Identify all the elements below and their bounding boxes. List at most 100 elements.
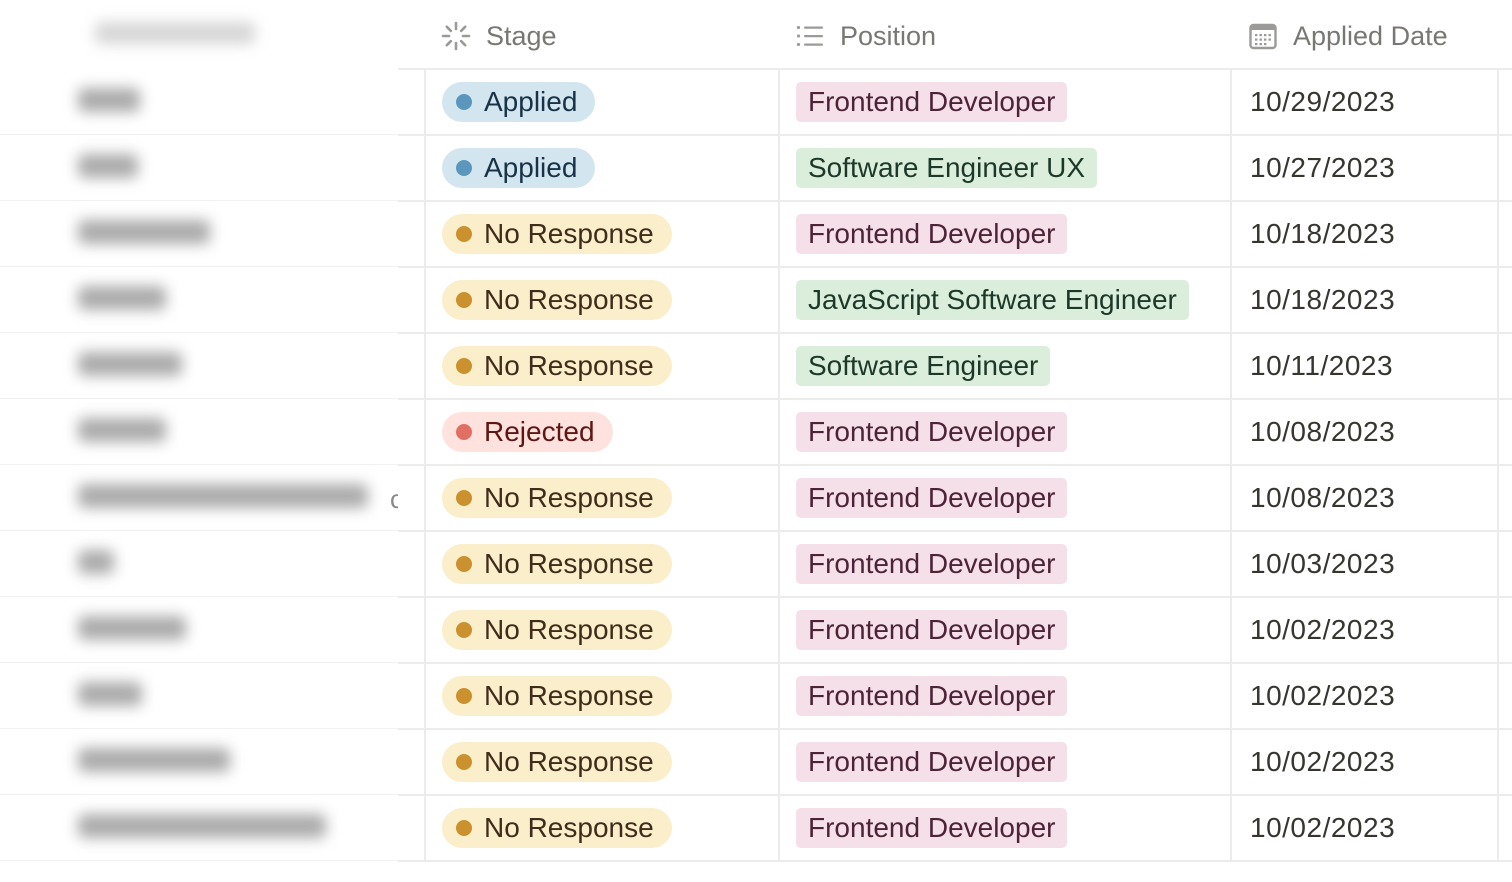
status-dot-icon: [456, 688, 472, 704]
status-dot-icon: [456, 424, 472, 440]
row-divider: [0, 200, 398, 201]
position-label: Software Engineer: [808, 350, 1039, 381]
row-divider: [398, 464, 1512, 466]
position-tag[interactable]: Frontend Developer: [796, 808, 1068, 848]
column-header-stage[interactable]: Stage: [440, 14, 557, 58]
row-divider: [0, 332, 398, 333]
position-label: Frontend Developer: [808, 614, 1056, 645]
name-cell-redacted[interactable]: [78, 814, 326, 838]
position-tag[interactable]: Software Engineer: [796, 346, 1051, 386]
status-dot-icon: [456, 490, 472, 506]
stage-tag[interactable]: No Response: [442, 610, 672, 650]
position-label: Frontend Developer: [808, 218, 1056, 249]
position-label: Frontend Developer: [808, 812, 1056, 843]
position-tag[interactable]: JavaScript Software Engineer: [796, 280, 1189, 320]
applied-date-cell[interactable]: 10/08/2023: [1250, 416, 1396, 447]
column-header-applied-date[interactable]: Applied Date: [1247, 14, 1448, 58]
position-label: Frontend Developer: [808, 680, 1056, 711]
table-row[interactable]: Applied Frontend Developer 10/29/2023: [398, 68, 1512, 134]
row-divider: [398, 332, 1512, 334]
stage-tag[interactable]: No Response: [442, 346, 672, 386]
position-tag[interactable]: Frontend Developer: [796, 478, 1068, 518]
name-cell-redacted[interactable]: [78, 88, 140, 112]
row-divider: [398, 200, 1512, 202]
applied-date-cell[interactable]: 10/02/2023: [1250, 746, 1396, 777]
name-cell-redacted[interactable]: [78, 154, 138, 178]
applied-date-cell[interactable]: 10/02/2023: [1250, 680, 1396, 711]
position-tag[interactable]: Frontend Developer: [796, 610, 1068, 650]
applied-date-cell[interactable]: 10/02/2023: [1250, 614, 1396, 645]
name-cell-redacted[interactable]: [78, 682, 142, 706]
column-header-label: Stage: [486, 20, 557, 51]
row-divider: [398, 662, 1512, 664]
position-tag[interactable]: Frontend Developer: [796, 676, 1068, 716]
stage-label: No Response: [484, 284, 654, 315]
row-divider: [398, 266, 1512, 268]
column-header-label: Applied Date: [1293, 20, 1448, 51]
name-cell-redacted[interactable]: [78, 748, 230, 772]
table-row[interactable]: No Response Frontend Developer 10/03/2023: [398, 530, 1512, 596]
applied-date-cell[interactable]: 10/03/2023: [1250, 548, 1396, 579]
stage-tag[interactable]: No Response: [442, 280, 672, 320]
position-tag[interactable]: Frontend Developer: [796, 412, 1068, 452]
position-tag[interactable]: Frontend Developer: [796, 82, 1068, 122]
stage-label: No Response: [484, 482, 654, 513]
table-row[interactable]: No Response Frontend Developer 10/02/2023: [398, 794, 1512, 860]
truncated-glyph: c: [390, 484, 398, 514]
applied-date-cell[interactable]: 10/18/2023: [1250, 284, 1396, 315]
stage-tag[interactable]: No Response: [442, 544, 672, 584]
name-cell-redacted[interactable]: [78, 550, 114, 574]
table-row[interactable]: No Response JavaScript Software Engineer 1…: [398, 266, 1512, 332]
applied-date-cell[interactable]: 10/08/2023: [1250, 482, 1396, 513]
applied-date-cell[interactable]: 10/02/2023: [1250, 812, 1396, 843]
calendar-icon: [1247, 20, 1279, 52]
status-dot-icon: [456, 622, 472, 638]
name-cell-redacted[interactable]: [78, 484, 368, 508]
column-header-position[interactable]: Position: [794, 14, 936, 58]
stage-label: No Response: [484, 218, 654, 249]
stage-tag[interactable]: Applied: [442, 82, 596, 122]
table-row[interactable]: No Response Frontend Developer 10/02/2023: [398, 728, 1512, 794]
name-cell-redacted[interactable]: [78, 418, 166, 442]
row-divider: [398, 530, 1512, 532]
applied-date-cell[interactable]: 10/29/2023: [1250, 86, 1396, 117]
table-row[interactable]: Applied Software Engineer UX 10/27/2023: [398, 134, 1512, 200]
position-label: Frontend Developer: [808, 746, 1056, 777]
position-tag[interactable]: Frontend Developer: [796, 742, 1068, 782]
name-cell-redacted[interactable]: [78, 616, 186, 640]
table-row[interactable]: No Response Software Engineer 10/11/2023: [398, 332, 1512, 398]
stage-tag[interactable]: No Response: [442, 676, 672, 716]
applied-date-cell[interactable]: 10/18/2023: [1250, 218, 1396, 249]
position-tag[interactable]: Software Engineer UX: [796, 148, 1098, 188]
row-divider: [398, 794, 1512, 796]
table-row[interactable]: No Response Frontend Developer 10/08/2023: [398, 464, 1512, 530]
name-cell-redacted[interactable]: [78, 286, 166, 310]
row-divider: [0, 530, 398, 531]
position-tag[interactable]: Frontend Developer: [796, 214, 1068, 254]
stage-tag[interactable]: No Response: [442, 214, 672, 254]
row-divider: [398, 134, 1512, 136]
stage-tag[interactable]: No Response: [442, 478, 672, 518]
stage-tag[interactable]: No Response: [442, 742, 672, 782]
status-dot-icon: [456, 160, 472, 176]
stage-label: No Response: [484, 746, 654, 777]
applied-date-cell[interactable]: 10/27/2023: [1250, 152, 1396, 183]
stage-tag[interactable]: Applied: [442, 148, 596, 188]
table-row[interactable]: No Response Frontend Developer 10/02/2023: [398, 596, 1512, 662]
name-cell-redacted[interactable]: [78, 220, 210, 244]
stage-tag[interactable]: Rejected: [442, 412, 613, 452]
status-dot-icon: [456, 754, 472, 770]
table-row[interactable]: Rejected Frontend Developer 10/08/2023: [398, 398, 1512, 464]
row-divider: [0, 794, 398, 795]
stage-tag[interactable]: No Response: [442, 808, 672, 848]
stage-label: No Response: [484, 614, 654, 645]
position-label: Frontend Developer: [808, 482, 1056, 513]
name-cell-redacted[interactable]: [78, 352, 182, 376]
stage-label: Applied: [484, 86, 578, 117]
table-row[interactable]: No Response Frontend Developer 10/02/2023: [398, 662, 1512, 728]
applied-date-cell[interactable]: 10/11/2023: [1250, 350, 1394, 381]
position-tag[interactable]: Frontend Developer: [796, 544, 1068, 584]
table-row[interactable]: No Response Frontend Developer 10/18/2023: [398, 200, 1512, 266]
position-label: Frontend Developer: [808, 86, 1056, 117]
row-divider: [0, 860, 398, 861]
